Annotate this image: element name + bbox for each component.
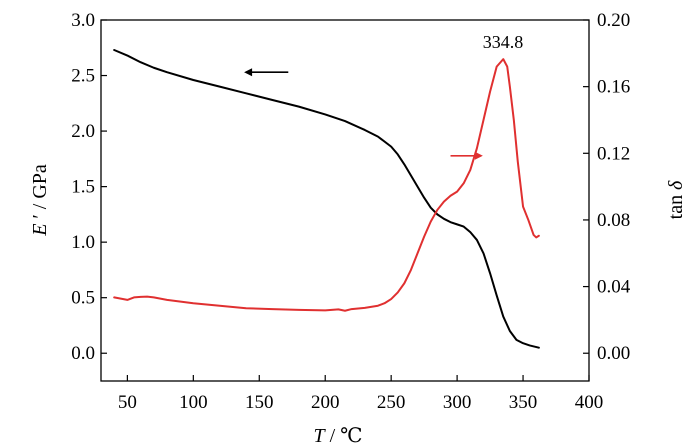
- y-right-tick-label: 0.00: [597, 343, 630, 364]
- direction-arrow-head: [474, 151, 483, 160]
- y-right-tick-label: 0.20: [597, 10, 630, 31]
- x-tick-label: 250: [377, 392, 406, 413]
- x-axis-symbol: T: [313, 425, 326, 447]
- curves-layer: [113, 48, 540, 349]
- annotations-layer: 334.8: [244, 32, 523, 160]
- y-left-tick-label: 0.5: [71, 288, 95, 309]
- x-tick-label: 50: [118, 392, 137, 413]
- y-right-axis-symbol: δ: [665, 180, 687, 190]
- y-right-axis-title: tan δ: [665, 180, 687, 219]
- series-tan-delta-line: [113, 58, 540, 312]
- y-right-tick-label: 0.12: [597, 143, 630, 164]
- series-modulus-line: [113, 48, 540, 349]
- y-left-tick-label: 1.5: [71, 177, 95, 198]
- x-axis-title: T / ℃: [313, 425, 362, 447]
- y-left-tick-label: 2.0: [71, 121, 95, 142]
- y-right-axis-prefix: tan: [665, 190, 687, 219]
- x-tick-label: 150: [245, 392, 274, 413]
- y-left-tick-label: 3.0: [71, 10, 95, 31]
- y-right-tick-label: 0.16: [597, 77, 630, 98]
- x-tick-label: 100: [179, 392, 208, 413]
- plot-frame: [100, 19, 590, 382]
- y-right-tick-label: 0.04: [597, 277, 631, 298]
- x-tick-label: 300: [443, 392, 472, 413]
- y-right-tick-label: 0.08: [597, 210, 630, 231]
- x-tick-label: 200: [311, 392, 340, 413]
- peak-annotation: 334.8: [483, 32, 524, 52]
- y-left-axis-title: E ′ / GPa: [29, 164, 51, 237]
- y-left-axis-unit: ′ / GPa: [29, 164, 51, 223]
- ticks-layer: 50 100 150 200 250 300 350 400 0.0 0.5 1.0 1.5 2.0 2.…: [71, 10, 631, 413]
- y-left-tick-label: 0.0: [71, 343, 95, 364]
- direction-arrow-head: [244, 68, 253, 77]
- x-tick-label: 400: [575, 392, 604, 413]
- x-axis-unit: / ℃: [325, 425, 363, 447]
- y-left-tick-label: 2.5: [71, 66, 95, 87]
- x-tick-label: 350: [509, 392, 538, 413]
- y-left-axis-symbol: E: [29, 224, 51, 237]
- y-left-tick-label: 1.0: [71, 232, 95, 253]
